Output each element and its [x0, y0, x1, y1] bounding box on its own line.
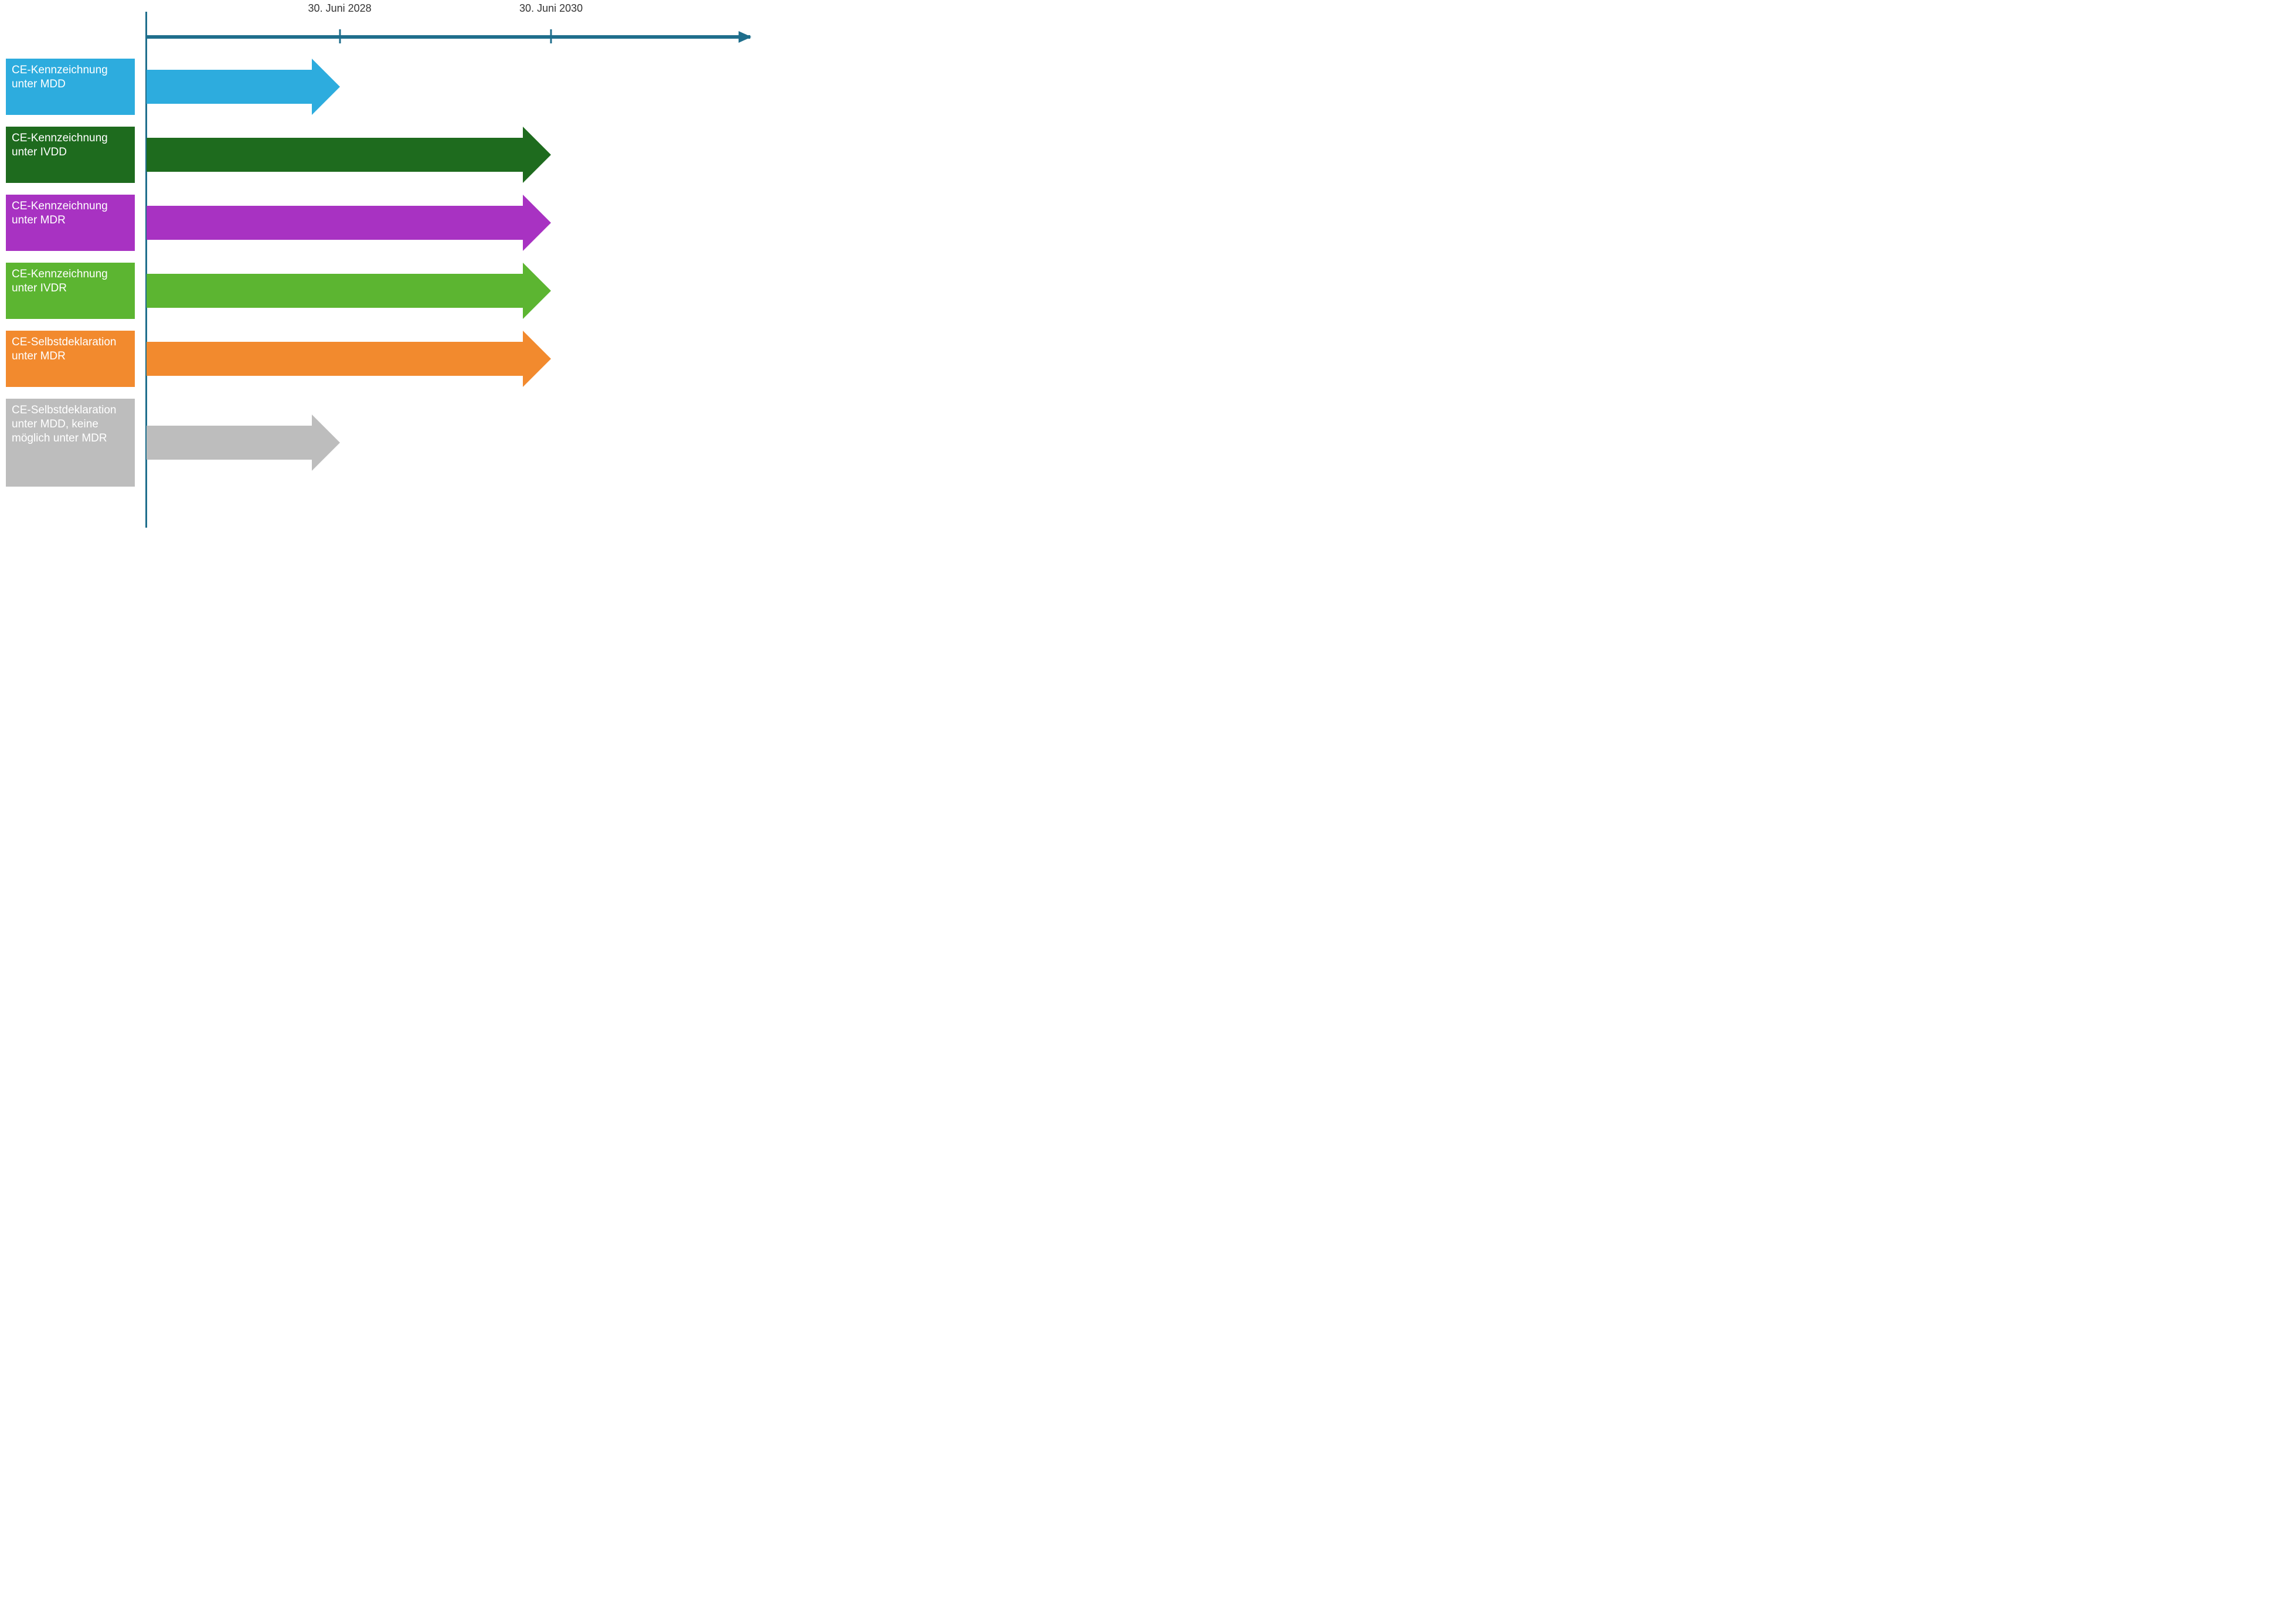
timeline-tick-label: 30. Juni 2028 [308, 2, 372, 15]
timeline-tick-mark [550, 29, 552, 43]
bar-ivdd [147, 138, 523, 172]
row-ivdr: CE-Kennzeichnung unter IVDR [6, 263, 750, 319]
row-mdd: CE-Kennzeichnung unter MDD [6, 59, 750, 115]
bar-area-mdd [147, 59, 750, 115]
bar-area-ivdd [147, 127, 750, 183]
timeline-tick-label: 30. Juni 2030 [519, 2, 583, 15]
label-ivdd: CE-Kennzeichnung unter IVDD [6, 127, 135, 183]
timeline-chart: 30. Juni 202830. Juni 2030 CE-Kennzeichn… [0, 0, 762, 534]
bar-mdd [147, 70, 312, 104]
label-ivdr: CE-Kennzeichnung unter IVDR [6, 263, 135, 319]
row-mdr: CE-Kennzeichnung unter MDR [6, 195, 750, 251]
bar-area-mdr [147, 195, 750, 251]
row-self-mdr: CE-Selbstdeklaration unter MDR [6, 331, 750, 387]
timeline-axis: 30. Juni 202830. Juni 2030 [147, 12, 750, 47]
label-mdd: CE-Kennzeichnung unter MDD [6, 59, 135, 115]
timeline-axis-line [147, 35, 750, 39]
bar-area-self-mdr [147, 331, 750, 387]
bar-area-self-mdd [147, 399, 750, 487]
bar-ivdr [147, 274, 523, 308]
label-self-mdr: CE-Selbstdeklaration unter MDR [6, 331, 135, 387]
timeline-tick-mark [339, 29, 341, 43]
bar-self-mdr [147, 342, 523, 376]
bar-mdr [147, 206, 523, 240]
row-ivdd: CE-Kennzeichnung unter IVDD [6, 127, 750, 183]
bar-self-mdd [147, 426, 312, 460]
label-self-mdd: CE-Selbstdeklaration unter MDD, keine mö… [6, 399, 135, 487]
row-self-mdd: CE-Selbstdeklaration unter MDD, keine mö… [6, 399, 750, 487]
label-mdr: CE-Kennzeichnung unter MDR [6, 195, 135, 251]
bar-area-ivdr [147, 263, 750, 319]
